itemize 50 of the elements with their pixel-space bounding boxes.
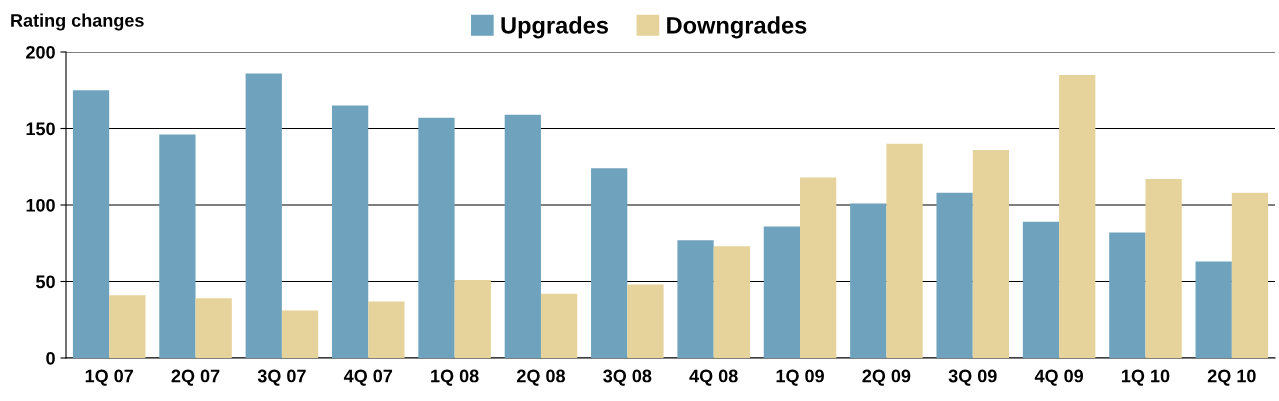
x-tick-label: 4Q 07 xyxy=(343,369,393,386)
bar xyxy=(331,105,369,358)
bar xyxy=(1022,221,1060,358)
bar xyxy=(677,240,714,358)
bar xyxy=(281,310,319,358)
bar xyxy=(245,73,282,358)
bar xyxy=(159,134,196,358)
bar xyxy=(627,284,664,358)
legend-label: Downgrades xyxy=(667,16,807,39)
legend-label: Upgrades xyxy=(501,16,608,39)
y-tick-label: 50 xyxy=(36,275,55,289)
bar xyxy=(1109,232,1146,358)
x-tick-label: 2Q 09 xyxy=(862,369,911,386)
bar xyxy=(1195,261,1232,358)
x-tick-label: 3Q 07 xyxy=(257,369,306,386)
y-tick-label: 0 xyxy=(46,351,55,365)
bar xyxy=(540,293,578,358)
x-tick-label: 3Q 08 xyxy=(603,369,652,386)
bar xyxy=(972,149,1010,358)
x-tick-label: 2Q 10 xyxy=(1207,369,1256,386)
x-tick-label: 2Q 08 xyxy=(517,369,566,386)
y-axis-title: Rating changes xyxy=(11,13,144,31)
bar xyxy=(1231,192,1269,358)
bar xyxy=(109,295,146,358)
x-tick-label: 1Q 09 xyxy=(776,369,824,386)
x-tick-label: 4Q 09 xyxy=(1034,369,1084,386)
y-tick-label: 150 xyxy=(26,122,55,136)
bar xyxy=(368,301,405,358)
x-tick-label: 4Q 08 xyxy=(689,369,738,386)
bar xyxy=(454,279,491,358)
bar xyxy=(850,203,887,358)
bar xyxy=(763,226,801,358)
bar xyxy=(713,246,750,358)
x-tick-label: 1Q 07 xyxy=(85,369,133,386)
bar xyxy=(886,143,923,358)
bar xyxy=(1059,74,1096,358)
bar xyxy=(1145,178,1182,358)
bar xyxy=(591,168,628,358)
bar xyxy=(504,114,541,358)
x-tick-label: 2Q 07 xyxy=(171,369,220,386)
bar xyxy=(800,177,837,358)
y-tick-label: 100 xyxy=(26,198,55,212)
bar xyxy=(418,117,455,358)
x-tick-label: 3Q 09 xyxy=(948,369,997,386)
bar xyxy=(72,90,110,358)
x-tick-label: 1Q 08 xyxy=(431,369,479,386)
x-tick-label: 1Q 10 xyxy=(1122,369,1170,386)
bar xyxy=(195,298,232,358)
y-tick-label: 200 xyxy=(26,45,55,59)
bar xyxy=(936,192,973,358)
